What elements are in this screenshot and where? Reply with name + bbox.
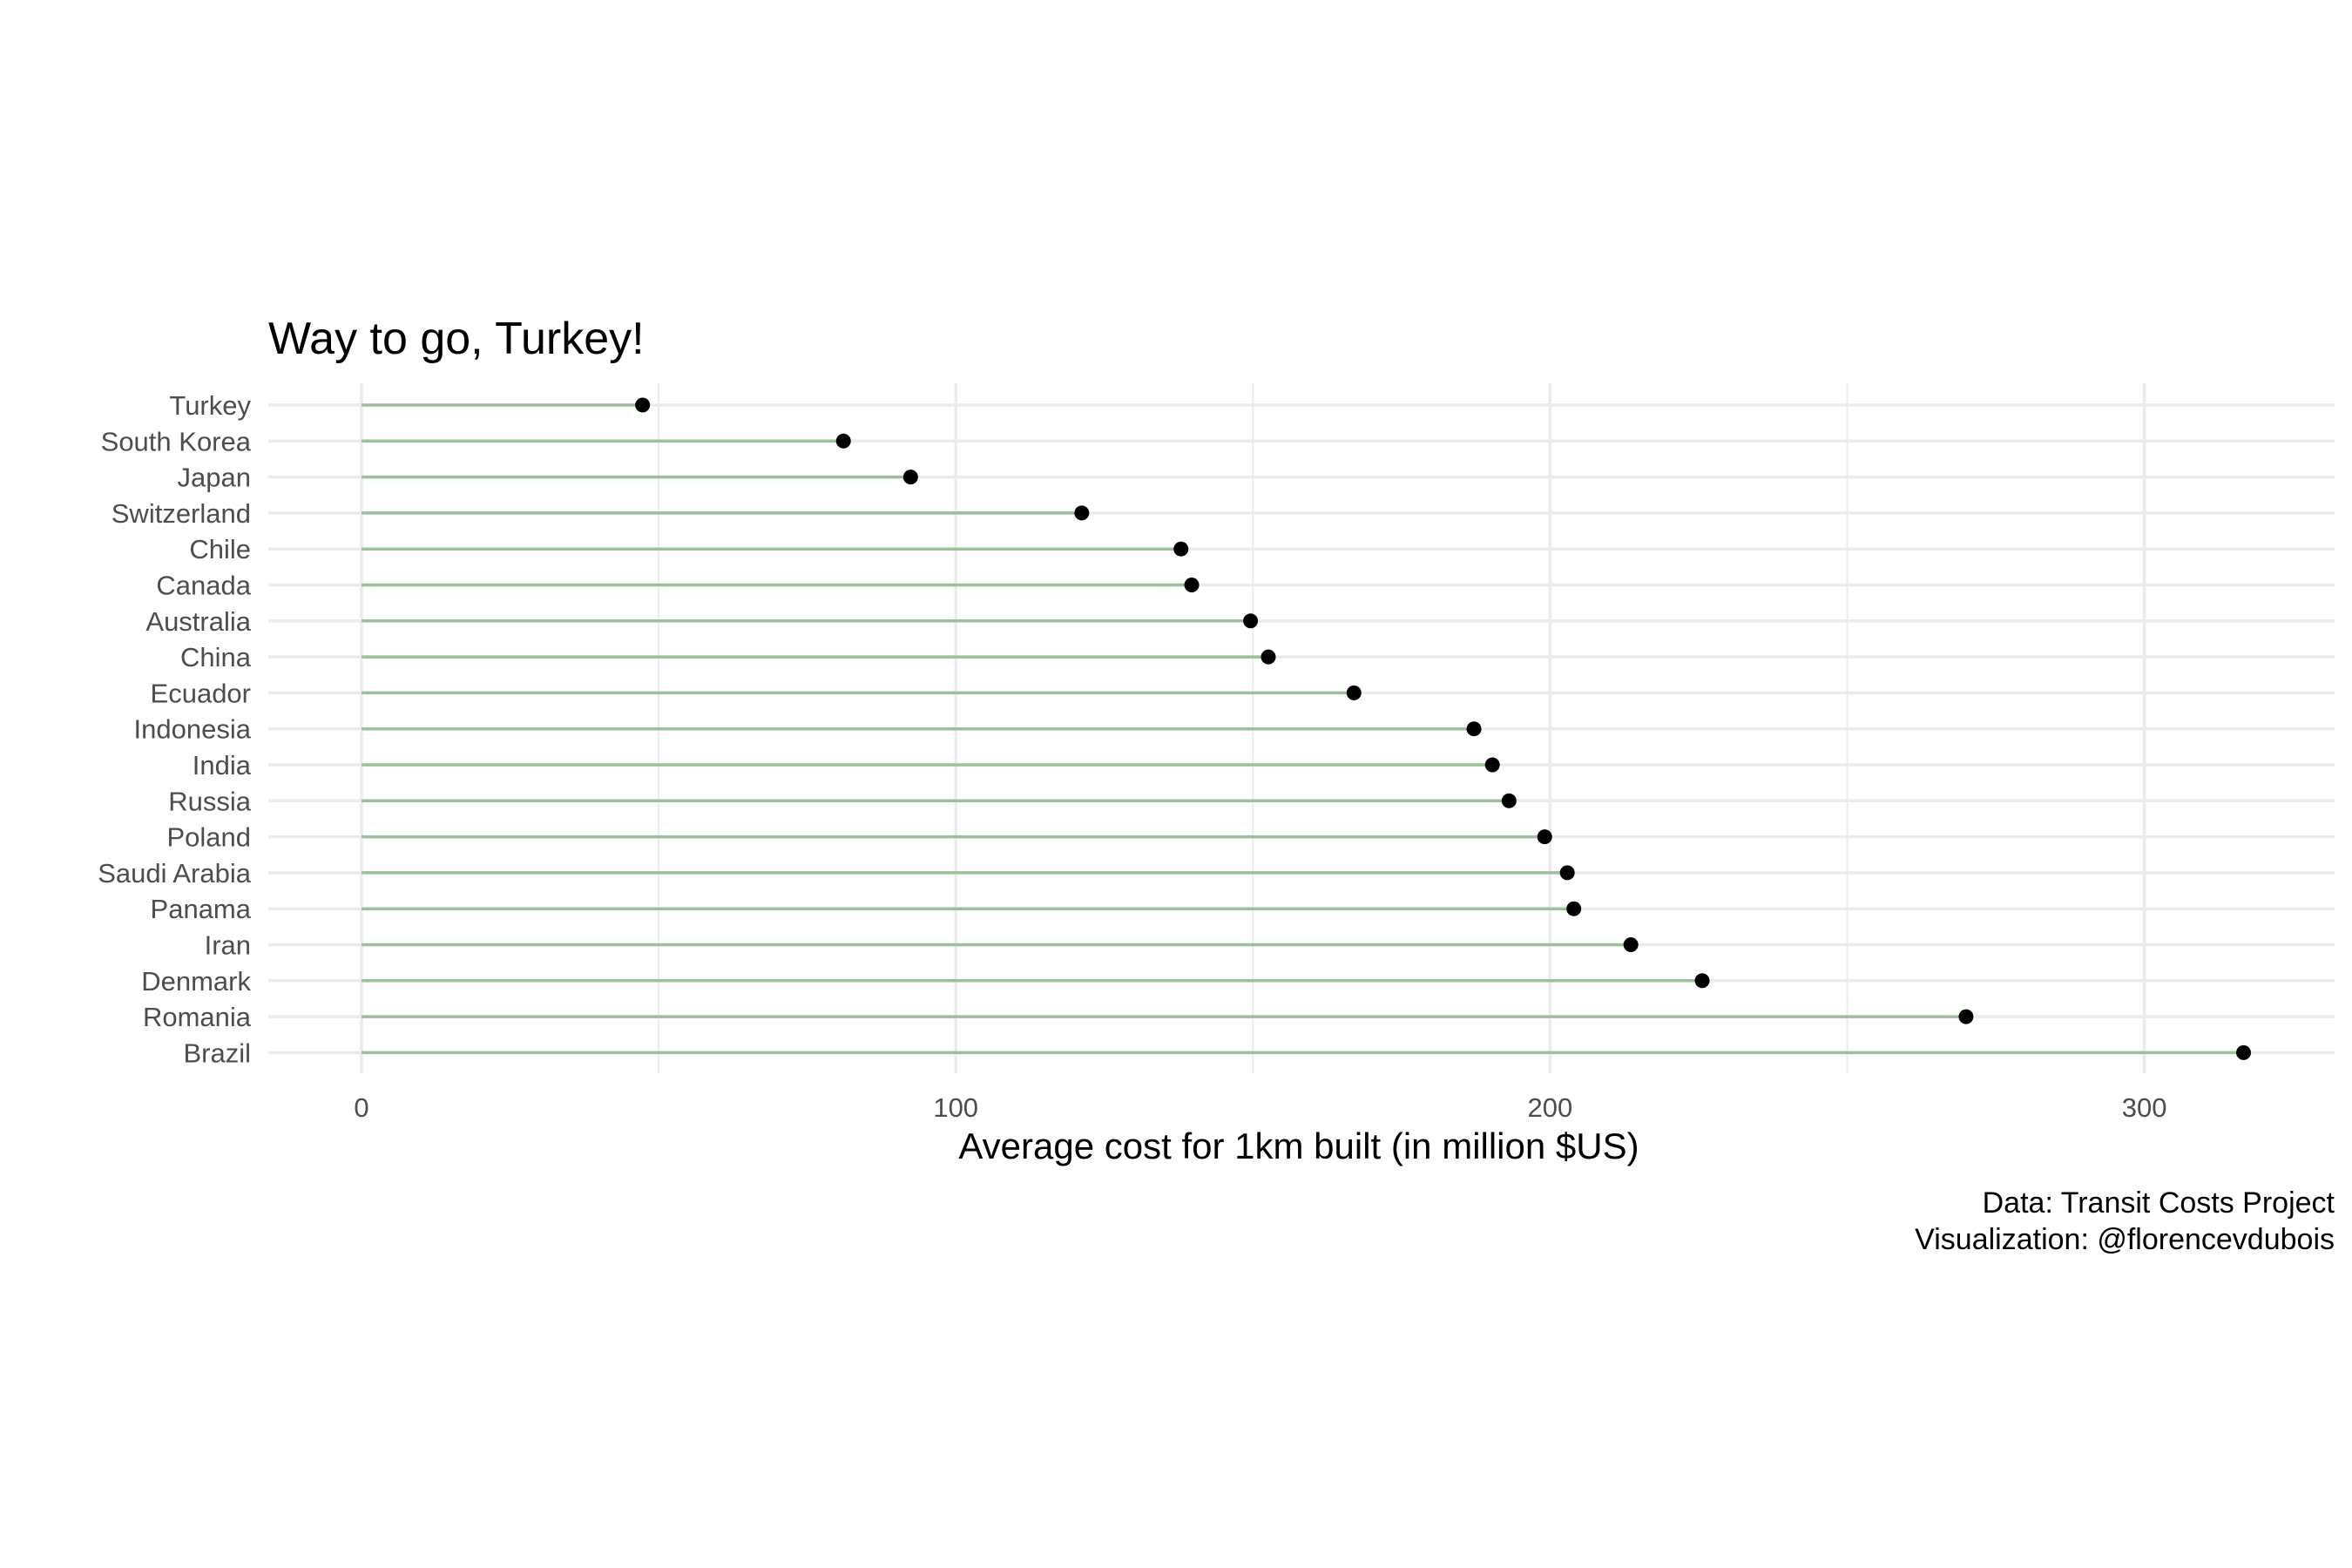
lollipop-point: [1346, 685, 1362, 700]
x-tick-labels: 0 100 200 300: [354, 1092, 2166, 1123]
lollipop-point: [835, 433, 851, 449]
caption-source: Data: Transit Costs Project: [1983, 1186, 2335, 1220]
lollipop-point: [1623, 937, 1639, 952]
caption-visualization: Visualization: @florencevdubois: [1915, 1223, 2335, 1256]
lollipop-marks: [362, 397, 2252, 1060]
y-tick-label: Turkey: [169, 390, 251, 421]
x-axis-title: Average cost for 1km built (in million $…: [958, 1125, 1639, 1166]
lollipop-point: [1173, 541, 1189, 557]
lollipop-point: [1466, 721, 1482, 737]
lollipop-point: [2236, 1044, 2252, 1060]
y-tick-label: Australia: [145, 606, 251, 637]
y-tick-label: China: [180, 642, 252, 672]
y-tick-label: South Korea: [101, 426, 252, 456]
lollipop-point: [1958, 1009, 1974, 1024]
x-tick-label: 200: [1528, 1092, 1573, 1123]
lollipop-point: [1694, 973, 1710, 989]
lollipop-point: [635, 397, 651, 413]
y-tick-label: Indonesia: [134, 714, 252, 745]
y-tick-label: Panama: [151, 894, 252, 924]
x-tick-label: 300: [2122, 1092, 2167, 1123]
y-tick-label: Chile: [189, 534, 251, 564]
y-tick-label: Ecuador: [151, 678, 251, 708]
x-tick-label: 0: [354, 1092, 368, 1123]
chart-title: Way to go, Turkey!: [268, 314, 645, 364]
y-tick-label: Japan: [178, 463, 251, 493]
y-tick-label: Russia: [168, 786, 252, 816]
lollipop-point: [1184, 578, 1200, 592]
lollipop-point: [1537, 829, 1552, 845]
x-tick-label: 100: [933, 1092, 978, 1123]
lollipop-point: [1559, 865, 1575, 881]
y-tick-label: Switzerland: [112, 498, 251, 529]
y-tick-label: Canada: [156, 571, 251, 601]
lollipop-point: [1484, 757, 1500, 773]
y-tick-label: Brazil: [183, 1037, 251, 1068]
y-tick-label: Romania: [143, 1002, 252, 1032]
lollipop-point: [902, 470, 918, 485]
y-tick-label: India: [193, 750, 252, 781]
lollipop-point: [1243, 613, 1259, 629]
y-tick-label: Iran: [205, 930, 251, 961]
lollipop-point: [1501, 793, 1517, 808]
y-tick-label: Denmark: [141, 966, 251, 997]
y-tick-label: Saudi Arabia: [98, 858, 252, 889]
y-tick-label: Poland: [166, 822, 251, 853]
lollipop-point: [1074, 505, 1090, 521]
lollipop-point: [1566, 901, 1582, 916]
lollipop-point: [1260, 649, 1276, 665]
y-tick-labels: Turkey South Korea Japan Switzerland Chile Ca…: [98, 390, 252, 1068]
